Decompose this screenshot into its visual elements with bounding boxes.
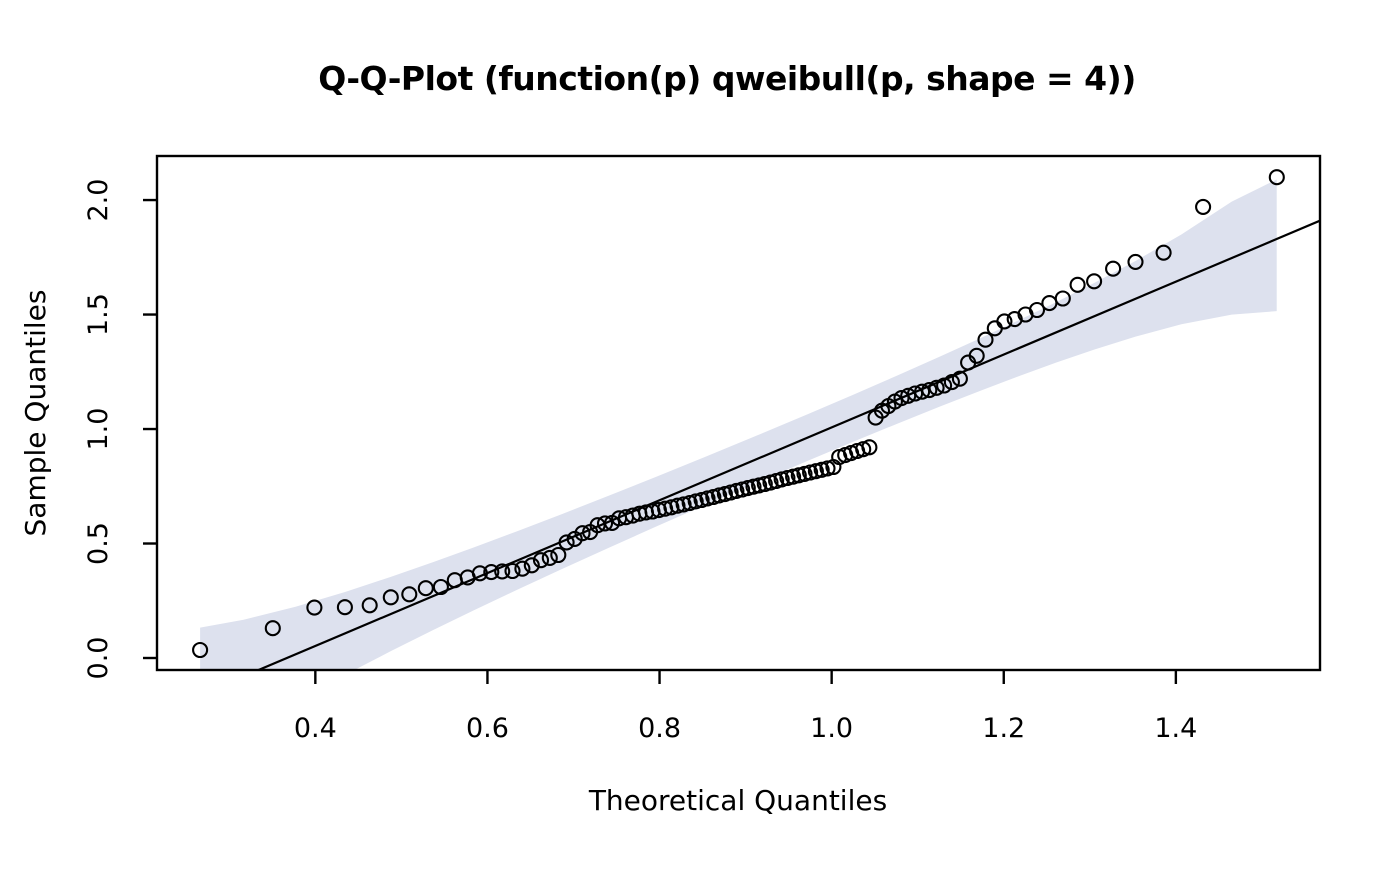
data-point (921, 382, 938, 399)
data-point (1195, 198, 1212, 215)
data-point (996, 313, 1013, 330)
data-point (417, 580, 434, 597)
y-tick-label: 0.0 (83, 637, 114, 680)
x-axis-tick-labels: 0.4 0.6 0.8 1.0 1.2 1.4 (294, 713, 1197, 744)
x-axis-title: Theoretical Quantiles (588, 784, 887, 817)
data-point (663, 499, 680, 516)
y-tick-label: 1.0 (83, 408, 114, 451)
data-point (401, 586, 418, 603)
data-point (928, 379, 945, 396)
confidence-envelope (200, 179, 1277, 670)
data-point (813, 461, 830, 478)
data-point (574, 525, 591, 542)
data-point (558, 534, 575, 551)
data-point (675, 496, 692, 513)
data-point (483, 564, 500, 581)
data-point (1268, 169, 1285, 186)
data-point (951, 370, 968, 387)
x-tick-label: 0.6 (466, 713, 509, 744)
data-point (192, 641, 209, 659)
y-axis-title: Sample Quantiles (19, 290, 52, 537)
x-tick-label: 0.4 (294, 713, 337, 744)
plot-box (155, 154, 1322, 672)
x-tick-label: 1.2 (982, 713, 1025, 744)
y-axis-tick-labels: 0.0 0.5 1.0 1.5 2.0 (83, 179, 114, 680)
data-point (699, 490, 716, 507)
data-point (669, 497, 686, 514)
data-point (1086, 273, 1103, 290)
data-point (977, 331, 994, 348)
data-point (861, 439, 878, 456)
y-axis-ticks (143, 198, 157, 660)
data-point (819, 460, 836, 477)
data-point (687, 493, 704, 510)
data-point (541, 549, 558, 566)
data-point (264, 620, 281, 637)
data-point (471, 565, 488, 582)
data-point (802, 464, 819, 481)
data-point (432, 578, 449, 596)
y-tick-label: 0.5 (83, 522, 114, 565)
data-point (494, 563, 511, 580)
data-point (550, 546, 567, 564)
data-point (336, 599, 353, 616)
data-point (779, 469, 796, 487)
data-point (361, 597, 378, 614)
x-tick-label: 1.0 (810, 713, 853, 744)
data-point (968, 347, 985, 364)
data-point (1054, 290, 1071, 307)
data-points (192, 169, 1285, 659)
data-point (523, 557, 540, 574)
data-point (1069, 276, 1086, 293)
data-point (532, 552, 550, 569)
data-point (1155, 244, 1172, 261)
data-point (1105, 260, 1122, 277)
data-point (943, 374, 960, 391)
data-point (807, 463, 824, 480)
data-point (306, 599, 323, 616)
x-tick-label: 0.8 (638, 713, 681, 744)
y-tick-label: 2.0 (83, 179, 114, 222)
data-point (504, 562, 521, 580)
plot-title: Q-Q-Plot (function(p) qweibull(p, shape … (318, 59, 1136, 98)
data-point (1028, 301, 1046, 319)
data-point (936, 377, 953, 394)
data-point (382, 589, 399, 606)
y-tick-label: 1.5 (83, 293, 114, 336)
x-tick-label: 1.4 (1154, 713, 1197, 744)
data-point (596, 515, 614, 532)
x-axis-ticks (314, 670, 1178, 684)
data-point (514, 560, 531, 577)
data-point (1127, 253, 1144, 270)
data-point (711, 487, 728, 504)
reference-line (255, 219, 1320, 670)
data-point (681, 494, 698, 512)
data-point (914, 383, 931, 400)
